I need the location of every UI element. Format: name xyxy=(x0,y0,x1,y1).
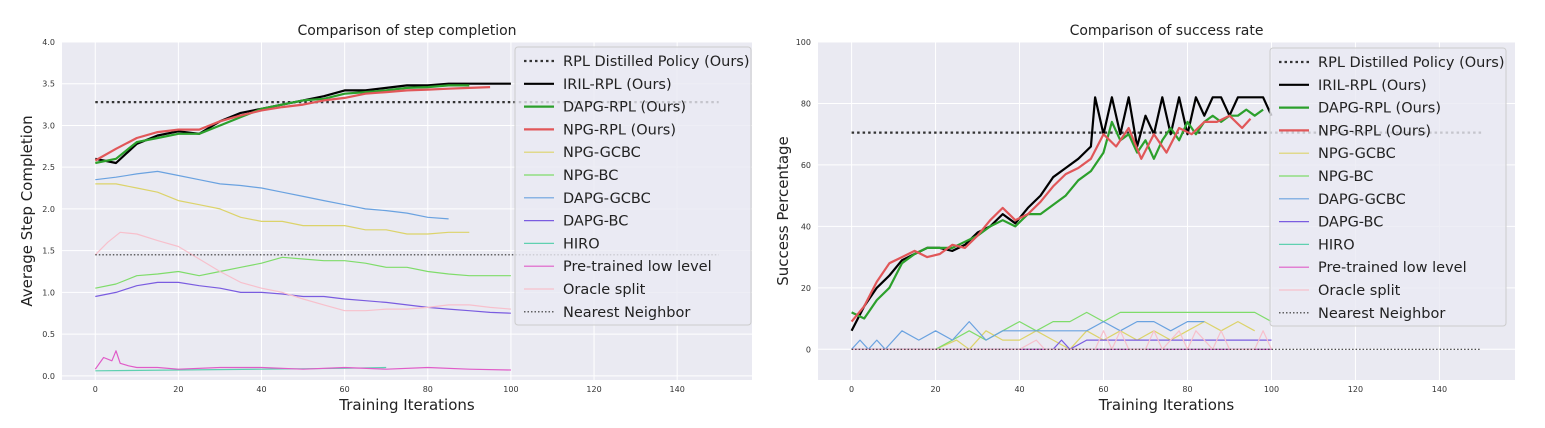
success-ytick-label: 0 xyxy=(806,345,811,354)
success-legend-label-dapg-gcbc: DAPG-GCBC xyxy=(1318,192,1406,208)
success-legend-label-dapg-bc: DAPG-BC xyxy=(1318,215,1383,231)
step-ytick-label: 0.5 xyxy=(42,330,55,339)
step-series-dapg-gcbc xyxy=(95,170,449,220)
success-xtick-label: 0 xyxy=(849,385,854,394)
success-series-npg-rpl-ours xyxy=(850,114,1252,323)
step-legend-label-nearest-neighbor: Nearest Neighbor xyxy=(563,305,690,321)
step-series-npg-gcbc xyxy=(95,183,470,235)
success-xtick-label: 20 xyxy=(930,385,940,394)
success-ytick-label: 80 xyxy=(801,99,811,108)
success-ytick-label: 20 xyxy=(801,284,811,293)
success-xtick-label: 140 xyxy=(1432,385,1447,394)
success-legend-label-nearest-neighbor: Nearest Neighbor xyxy=(1318,306,1445,322)
step-series-npg-bc xyxy=(95,256,511,289)
success-legend-label-npg-rpl-ours: NPG-RPL (Ours) xyxy=(1318,123,1431,139)
step-ytick-label: 4.0 xyxy=(42,38,55,47)
step-xtick-label: 80 xyxy=(423,385,433,394)
step-legend-label-oracle-split: Oracle split xyxy=(563,282,646,298)
step-xtick-label: 20 xyxy=(173,385,183,394)
success-xtick-label: 100 xyxy=(1264,385,1279,394)
step-panel: 0 20 40 60 80 100 120 140 0.0 0.5 1.0 1.5 2.0 2.5 3.0 3… xyxy=(18,23,752,414)
step-ytick-label: 3.5 xyxy=(42,80,55,89)
step-legend: RPL Distilled Policy (Ours) IRIL-RPL (Our… xyxy=(514,46,752,326)
step-ytick-label: 1.0 xyxy=(42,288,55,297)
success-legend-label-dapg-rpl-ours: DAPG-RPL (Ours) xyxy=(1318,101,1441,117)
success-legend: RPL Distilled Policy (Ours) IRIL-RPL (Our… xyxy=(1269,47,1507,327)
success-legend-label-iril-rpl-ours: IRIL-RPL (Ours) xyxy=(1318,78,1427,94)
step-legend-label-dapg-bc: DAPG-BC xyxy=(563,214,628,230)
success-series-dapg-gcbc xyxy=(851,321,1205,350)
success-panel: 0 20 40 60 80 100 120 140 0 20 40 60 80 100 Comparison… xyxy=(774,23,1515,414)
step-legend-label-dapg-gcbc: DAPG-GCBC xyxy=(563,191,651,207)
step-ytick-label: 2.0 xyxy=(42,205,55,214)
step-x-axis-label: Training Iterations xyxy=(338,396,475,414)
step-series-dapg-rpl-ours xyxy=(95,84,470,165)
success-legend-label-hiro: HIRO xyxy=(1318,237,1355,253)
step-xtick-label: 60 xyxy=(340,385,350,394)
step-y-axis-label: Average Step Completion xyxy=(18,115,36,306)
step-ytick-label: 0.0 xyxy=(42,372,55,381)
step-chart-title: Comparison of step completion xyxy=(297,23,516,39)
step-legend-label-iril-rpl-ours: IRIL-RPL (Ours) xyxy=(563,77,672,93)
step-xtick-label: 120 xyxy=(586,385,601,394)
step-ytick-label: 1.5 xyxy=(42,247,55,256)
step-legend-label-pre-trained-low-level: Pre-trained low level xyxy=(563,259,712,275)
step-series-npg-rpl-ours xyxy=(94,86,491,162)
success-legend-box xyxy=(1269,47,1507,327)
step-series-oracle-split xyxy=(94,231,511,312)
success-x-axis-label: Training Iterations xyxy=(1098,396,1235,414)
step-legend-label-hiro: HIRO xyxy=(563,236,600,252)
step-legend-label-rpl-distilled-policy-ours: RPL Distilled Policy (Ours) xyxy=(563,54,750,70)
step-legend-box xyxy=(514,46,752,326)
step-xtick-label: 100 xyxy=(503,385,518,394)
success-legend-label-npg-gcbc: NPG-GCBC xyxy=(1318,146,1396,162)
success-legend-label-npg-bc: NPG-BC xyxy=(1318,169,1373,185)
success-ytick-label: 40 xyxy=(801,222,811,231)
step-legend-label-npg-bc: NPG-BC xyxy=(563,168,618,184)
step-legend-label-npg-rpl-ours: NPG-RPL (Ours) xyxy=(563,122,676,138)
step-series-pre-trained-low-level xyxy=(94,350,511,371)
success-series-npg-bc xyxy=(851,311,1272,350)
success-xtick-label: 60 xyxy=(1098,385,1108,394)
success-legend-label-rpl-distilled-policy-ours: RPL Distilled Policy (Ours) xyxy=(1318,55,1505,71)
success-chart-title: Comparison of success rate xyxy=(1070,23,1264,39)
success-legend-label-oracle-split: Oracle split xyxy=(1318,283,1401,299)
success-series-dapg-rpl-ours xyxy=(851,108,1264,320)
step-ytick-label: 2.5 xyxy=(42,163,55,172)
step-ytick-label: 3.0 xyxy=(42,121,55,130)
step-legend-label-npg-gcbc: NPG-GCBC xyxy=(563,145,641,161)
success-xtick-label: 120 xyxy=(1348,385,1363,394)
success-xtick-label: 40 xyxy=(1014,385,1024,394)
success-legend-label-pre-trained-low-level: Pre-trained low level xyxy=(1318,260,1467,276)
step-xtick-label: 140 xyxy=(670,385,685,394)
step-xtick-label: 0 xyxy=(93,385,98,394)
success-y-axis-label: Success Percentage xyxy=(774,136,792,286)
step-legend-label-dapg-rpl-ours: DAPG-RPL (Ours) xyxy=(563,100,686,116)
step-xtick-label: 40 xyxy=(256,385,266,394)
success-xtick-label: 80 xyxy=(1182,385,1192,394)
step-series-dapg-bc xyxy=(95,281,511,314)
success-ytick-label: 60 xyxy=(801,161,811,170)
success-ytick-label: 100 xyxy=(796,38,811,47)
